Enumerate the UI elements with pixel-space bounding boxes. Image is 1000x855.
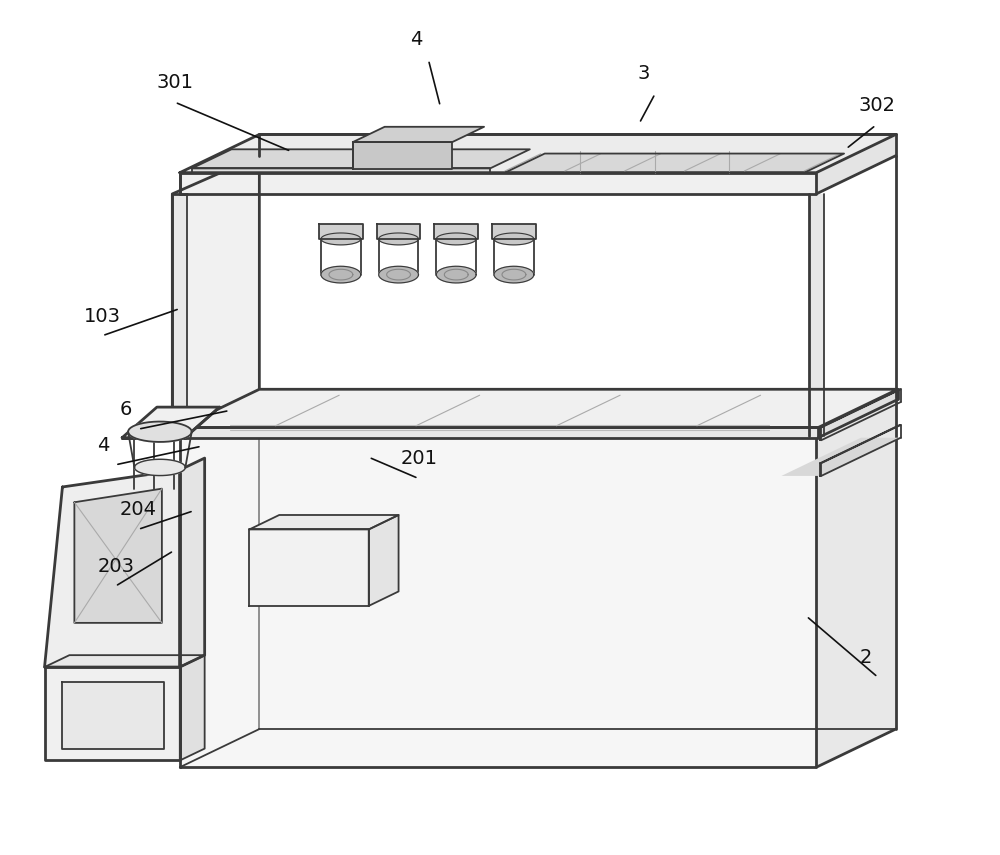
Polygon shape: [45, 667, 180, 760]
Polygon shape: [319, 224, 363, 239]
Polygon shape: [781, 438, 901, 476]
Text: 301: 301: [157, 73, 194, 92]
Polygon shape: [135, 459, 185, 475]
Polygon shape: [62, 682, 164, 749]
Polygon shape: [809, 194, 824, 436]
Text: 201: 201: [401, 449, 438, 469]
Text: 4: 4: [97, 436, 110, 455]
Polygon shape: [321, 266, 361, 283]
Polygon shape: [353, 142, 452, 169]
Polygon shape: [436, 233, 476, 245]
Polygon shape: [249, 529, 369, 606]
Polygon shape: [321, 233, 361, 245]
Polygon shape: [494, 266, 534, 283]
Polygon shape: [820, 425, 901, 463]
Text: 302: 302: [858, 96, 895, 115]
Text: 2: 2: [860, 648, 872, 667]
Polygon shape: [180, 655, 205, 760]
Polygon shape: [128, 422, 192, 442]
Polygon shape: [122, 407, 220, 438]
Text: 3: 3: [637, 64, 650, 84]
Polygon shape: [369, 515, 399, 606]
Polygon shape: [818, 389, 898, 438]
Text: 203: 203: [97, 557, 134, 576]
Polygon shape: [379, 266, 418, 283]
Polygon shape: [180, 134, 896, 173]
Polygon shape: [192, 150, 530, 168]
Text: 6: 6: [120, 400, 132, 419]
Polygon shape: [353, 127, 484, 142]
Polygon shape: [494, 233, 534, 245]
Polygon shape: [180, 173, 816, 194]
Text: 4: 4: [411, 31, 423, 50]
Polygon shape: [492, 224, 536, 239]
Polygon shape: [180, 398, 896, 436]
Polygon shape: [172, 194, 187, 436]
Text: 103: 103: [84, 307, 121, 326]
Polygon shape: [820, 389, 901, 428]
Polygon shape: [379, 233, 418, 245]
Polygon shape: [45, 655, 205, 667]
Polygon shape: [180, 428, 818, 438]
Polygon shape: [180, 458, 205, 667]
Polygon shape: [505, 154, 844, 173]
Polygon shape: [377, 224, 420, 239]
Text: 204: 204: [120, 500, 157, 519]
Polygon shape: [172, 156, 259, 436]
Polygon shape: [74, 489, 162, 623]
Polygon shape: [180, 389, 898, 428]
Polygon shape: [180, 436, 816, 767]
Polygon shape: [816, 134, 896, 194]
Polygon shape: [45, 470, 180, 667]
Polygon shape: [249, 515, 399, 529]
Polygon shape: [816, 398, 896, 767]
Polygon shape: [192, 168, 490, 173]
Polygon shape: [434, 224, 478, 239]
Polygon shape: [436, 266, 476, 283]
